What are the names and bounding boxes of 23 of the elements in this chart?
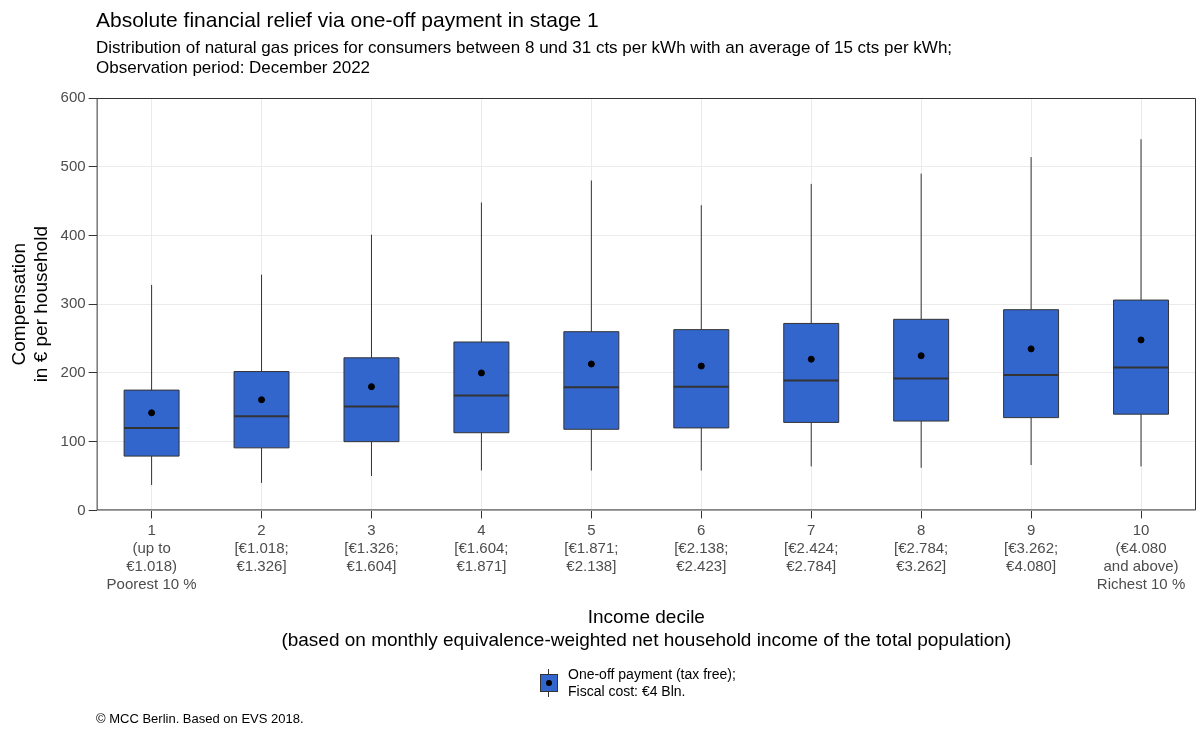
x-axis-title: Income decile (based on monthly equivalence-weighted net household income of the total population) (281, 606, 1012, 650)
x-tick-label: 10 (€4.080 and above) Richest 10 % (1096, 520, 1186, 592)
x-tick-label: 4 [€1.604; €1.871] (454, 520, 509, 574)
x-tick-label: 1 (up to €1.018) Poorest 10 % (106, 520, 197, 592)
x-tick-label: 5 [€1.871; €2.138] (564, 520, 619, 574)
y-axis-title: Compensation in € per household (7, 226, 52, 383)
x-tick-label: 8 [€2.784; €3.262] (894, 520, 949, 574)
x-tick-label: 2 [€1.018; €1.326] (234, 520, 289, 574)
y-tick-label: 500 (60, 156, 86, 174)
y-tick-label: 100 (60, 431, 86, 449)
x-tick-label: 9 [€3.262; €4.080] (1003, 520, 1059, 574)
chart-title: Absolute financial relief via one-off payment in stage 1 (96, 8, 599, 32)
x-tick-label: 6 [€2.138; €2.423] (674, 520, 729, 574)
chart-subtitle: Distribution of natural gas prices for consumers between 8 und 31 cts per kWh with an average of 15 cts per kWh; Observation period: December 2022 (96, 38, 953, 78)
y-tick-label: 300 (60, 294, 86, 312)
legend-label: One-off payment (tax free); Fiscal cost: €4 Bln. (568, 666, 736, 700)
y-tick-label: 200 (60, 363, 86, 381)
x-tick-label: 7 [€2.424; €2.784] (784, 520, 839, 574)
y-tick-label: 600 (60, 88, 86, 106)
x-tick-label: 3 [€1.326; €1.604] (344, 520, 399, 574)
y-tick-label: 0 (77, 500, 86, 518)
y-tick-label: 400 (60, 225, 86, 243)
text: © MCC Berlin. Based on EVS 2018. (96, 711, 304, 726)
